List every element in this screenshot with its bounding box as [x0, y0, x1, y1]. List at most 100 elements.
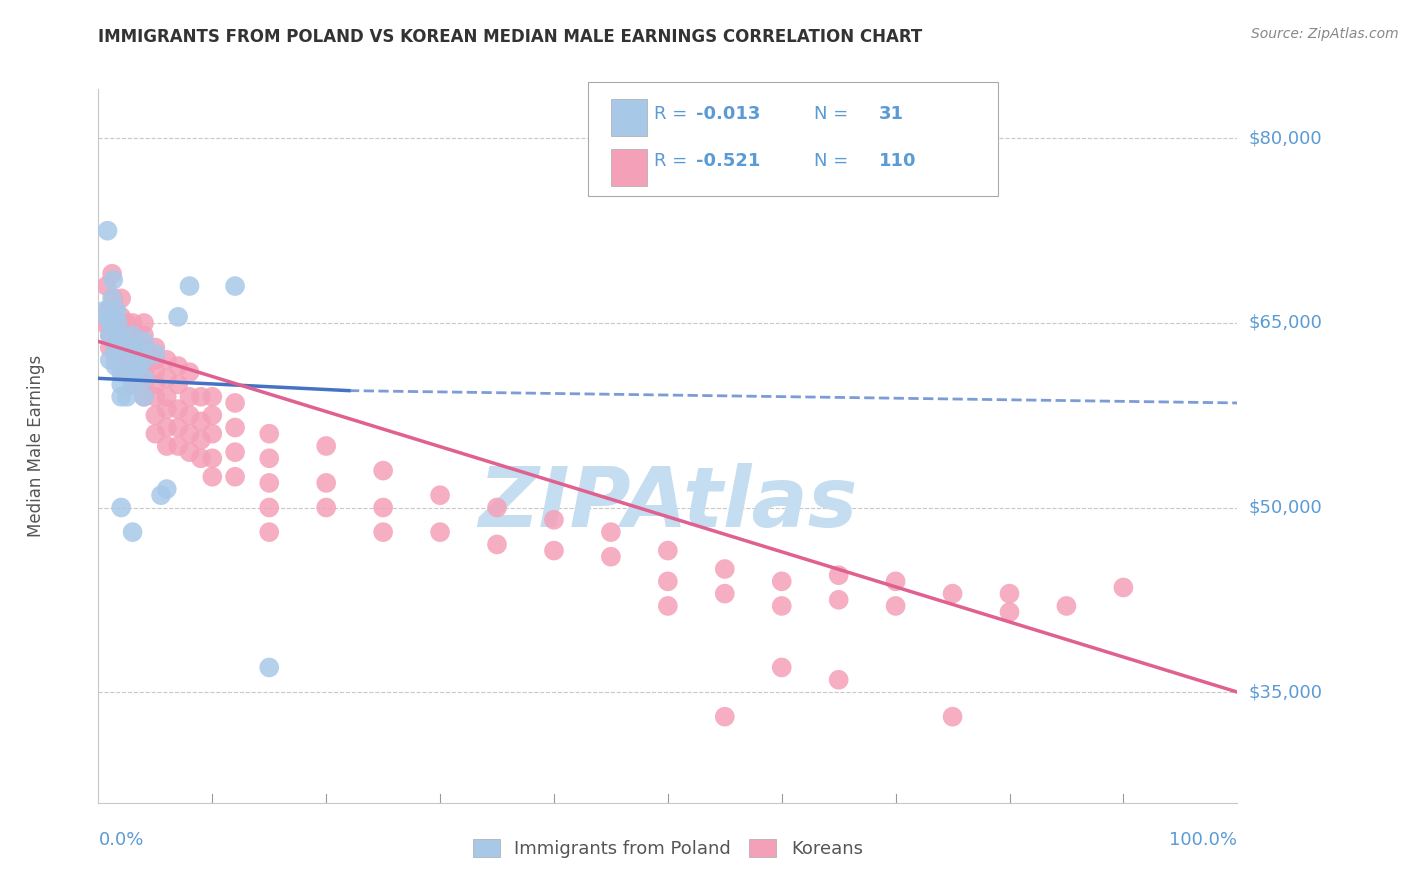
Point	[998, 587, 1021, 601]
Text: -0.521: -0.521	[696, 153, 761, 170]
Point	[167, 420, 190, 434]
Point	[110, 310, 132, 324]
Point	[145, 426, 167, 441]
Point	[132, 352, 155, 367]
Point	[110, 500, 132, 515]
Text: $80,000: $80,000	[1249, 129, 1322, 147]
Text: Median Male Earnings: Median Male Earnings	[27, 355, 45, 537]
Point	[98, 316, 121, 330]
Point	[110, 341, 132, 355]
Point	[190, 451, 212, 466]
Point	[156, 390, 179, 404]
Point	[110, 352, 132, 367]
Point	[110, 347, 132, 361]
Text: $50,000: $50,000	[1249, 499, 1322, 516]
Point	[121, 328, 143, 343]
Point	[145, 352, 167, 367]
Text: R =: R =	[654, 153, 693, 170]
Point	[101, 291, 124, 305]
Point	[127, 365, 149, 379]
Point	[98, 352, 121, 367]
Point	[224, 396, 246, 410]
FancyBboxPatch shape	[612, 99, 647, 136]
Point	[770, 599, 793, 613]
Point	[224, 279, 246, 293]
Point	[115, 341, 138, 355]
Point	[98, 328, 121, 343]
Point	[127, 341, 149, 355]
Point	[315, 439, 337, 453]
Point	[145, 341, 167, 355]
Point	[96, 303, 118, 318]
Point	[121, 316, 143, 330]
Text: -0.013: -0.013	[696, 105, 761, 123]
Point	[104, 316, 127, 330]
Point	[110, 328, 132, 343]
Text: 0.0%: 0.0%	[98, 831, 143, 849]
Point	[828, 568, 851, 582]
Point	[115, 365, 138, 379]
Point	[121, 365, 143, 379]
Point	[110, 365, 132, 379]
Point	[657, 574, 679, 589]
Point	[127, 328, 149, 343]
Point	[132, 328, 155, 343]
Point	[259, 525, 281, 540]
Point	[201, 451, 224, 466]
Point	[486, 537, 509, 551]
Point	[96, 279, 118, 293]
Point	[942, 709, 965, 723]
Point	[121, 352, 143, 367]
Point	[121, 341, 143, 355]
Text: Source: ZipAtlas.com: Source: ZipAtlas.com	[1251, 27, 1399, 41]
Point	[104, 328, 127, 343]
Point	[132, 316, 155, 330]
Point	[132, 334, 155, 349]
Point	[115, 390, 138, 404]
FancyBboxPatch shape	[612, 149, 647, 186]
Point	[657, 599, 679, 613]
Text: R =: R =	[654, 105, 693, 123]
Point	[98, 341, 121, 355]
Point	[132, 341, 155, 355]
Point	[657, 543, 679, 558]
Point	[150, 488, 173, 502]
Point	[201, 469, 224, 483]
Point	[259, 475, 281, 490]
Point	[201, 390, 224, 404]
Text: $35,000: $35,000	[1249, 683, 1323, 701]
Point	[259, 426, 281, 441]
Point	[259, 660, 281, 674]
Point	[104, 352, 127, 367]
Point	[371, 464, 394, 478]
Point	[121, 525, 143, 540]
Point	[429, 488, 451, 502]
Point	[98, 303, 121, 318]
Point	[179, 279, 201, 293]
Point	[156, 420, 179, 434]
Point	[190, 433, 212, 447]
Point	[190, 414, 212, 428]
Point	[371, 500, 394, 515]
Point	[132, 365, 155, 379]
Point	[121, 328, 143, 343]
Point	[115, 352, 138, 367]
Text: N =: N =	[814, 153, 848, 170]
Point	[110, 377, 132, 392]
Point	[127, 359, 149, 373]
Point	[93, 303, 115, 318]
Point	[201, 426, 224, 441]
Point	[104, 328, 127, 343]
Point	[145, 347, 167, 361]
Text: 110: 110	[879, 153, 917, 170]
Point	[132, 352, 155, 367]
Point	[115, 365, 138, 379]
Point	[145, 409, 167, 423]
Point	[132, 390, 155, 404]
Point	[96, 224, 118, 238]
Point	[179, 390, 201, 404]
FancyBboxPatch shape	[588, 82, 998, 196]
Point	[828, 592, 851, 607]
Point	[998, 605, 1021, 619]
Point	[167, 377, 190, 392]
